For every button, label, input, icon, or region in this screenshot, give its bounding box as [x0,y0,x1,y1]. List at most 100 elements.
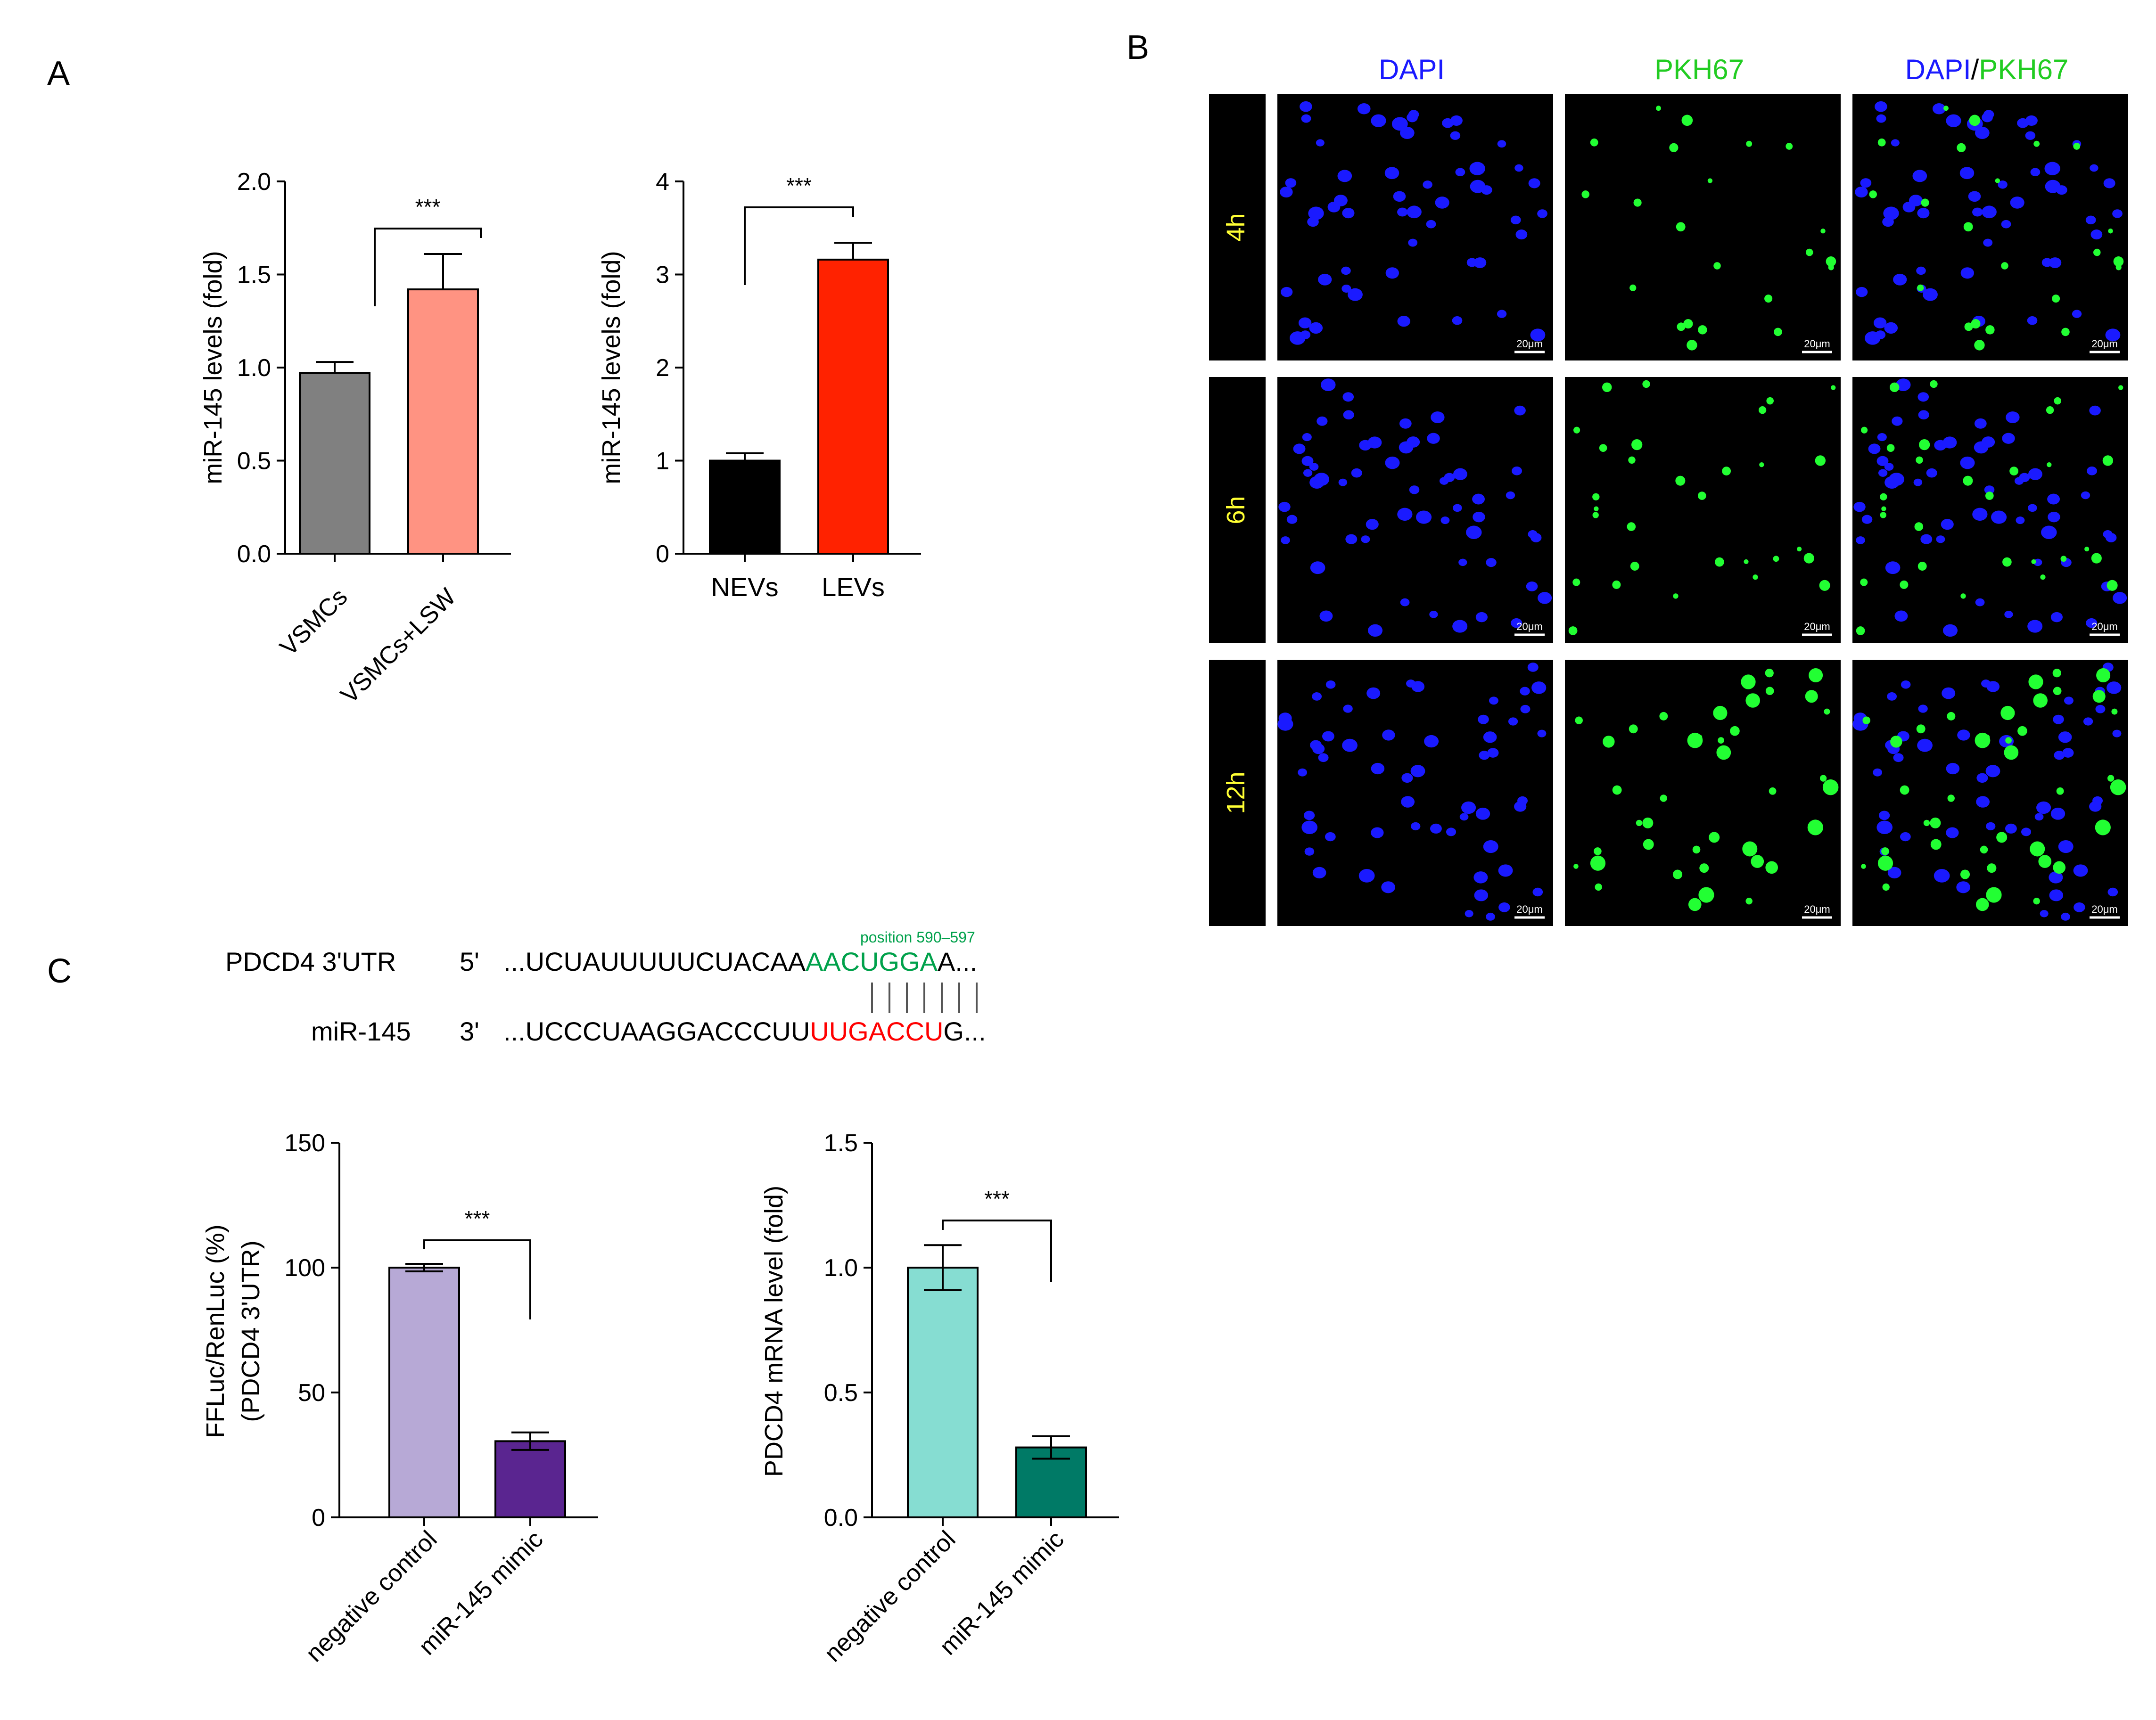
nucleus [1875,330,1886,339]
vesicle [1629,284,1637,292]
nucleus [1508,717,1518,726]
nucleus [2090,164,2098,172]
column-header-dapi: DAPI [1379,54,1445,85]
mir145-end: 3' [460,1016,479,1046]
vesicle [1672,869,1683,879]
vesicle [1745,693,1760,708]
nucleus [1348,288,1363,301]
nucleus [1301,456,1314,466]
nucleus [1475,612,1488,622]
y-tick-label: 0 [656,541,669,568]
vesicle [1805,690,1818,703]
nucleus [2027,316,2038,325]
panel-label-b: B [1127,29,1149,66]
scale-bar-label: 20μm [1804,621,1830,632]
mir145-suffix: G... [943,1016,986,1046]
nucleus [1281,287,1293,297]
nucleus [1442,118,1454,128]
vesicle [1862,716,1870,724]
scale-bar-label: 20μm [1516,621,1542,632]
nucleus [1514,801,1527,812]
y-tick-label: 0 [312,1504,325,1532]
vesicle [1960,593,1966,599]
nucleus [1478,714,1489,724]
nucleus [1450,131,1461,140]
nucleus [1986,822,1996,831]
row-label-box [1209,94,1266,360]
vesicle [2002,557,2012,567]
vesicle [1627,522,1636,531]
micro-tile: 20μm [1277,94,1553,360]
nucleus [1868,443,1881,454]
nucleus [2107,887,2118,897]
nucleus [1532,887,1543,897]
vesicle [1774,328,1782,336]
nucleus [1371,762,1385,775]
vesicle [1575,716,1583,724]
vesicle [1573,864,1579,869]
vesicle [1877,855,1893,871]
nucleus [1277,717,1293,731]
nucleus [2001,220,2011,229]
nucleus [1941,519,1954,530]
nucleus [1946,114,1961,127]
nucleus [1407,113,1418,123]
vesicle [1687,340,1697,351]
nucleus [1393,191,1406,202]
nucleus [1968,191,1981,202]
mir145-sequence: ...UCCCUAAGGACCCUUUUGACCUG... [503,1016,986,1046]
vesicle [2040,574,2046,580]
nucleus [1399,418,1412,429]
vesicle [1923,819,1930,827]
nucleus [1466,525,1482,539]
nucleus [1469,162,1485,175]
vesicle [2113,256,2124,267]
nucleus [1341,284,1351,293]
nucleus [1974,441,1989,454]
nucleus [1312,692,1322,701]
nucleus [1885,561,1901,574]
vesicle [1916,724,1926,734]
vesicle [1718,737,1724,744]
nucleus [1446,827,1457,836]
nucleus [1343,704,1353,713]
row-label-12h: 12h [1222,771,1250,814]
vesicle [1828,264,1834,270]
micro-image [1565,660,1841,926]
vesicle [1809,668,1823,683]
nucleus [1399,441,1414,454]
vesicle [1947,712,1956,721]
micro-image [1852,94,2128,360]
nucleus [2017,118,2029,128]
vesicle [1669,143,1679,152]
nucleus [1515,229,1528,240]
vesicle [1831,385,1836,390]
vesicle [2033,693,2048,708]
vesicle [1916,456,1923,464]
nucleus [1486,558,1497,567]
vesicle [2017,726,2027,736]
nucleus [2027,620,2043,633]
nucleus [1366,687,1381,699]
nucleus [2061,912,2070,921]
nucleus [1893,753,1904,762]
vesicle [1636,819,1643,827]
nucleus [1934,869,1950,883]
scale-bar-label: 20μm [1804,338,1830,350]
nucleus [1475,807,1490,820]
nucleus [1318,753,1329,762]
nucleus [1312,867,1326,879]
x-tick-label: LEVs [822,572,885,602]
significance-bracket [423,1239,531,1319]
nucleus [1974,418,1987,429]
vesicle [2005,737,2012,744]
nucleus [2050,612,2063,622]
nucleus [2036,801,2051,814]
nucleus [1946,827,1959,838]
row-label-box [1209,377,1266,643]
nucleus [1430,823,1442,834]
micro-image [1277,377,1553,643]
nucleus [1342,392,1354,402]
nucleus [1520,687,1530,696]
vesicle [2095,819,2111,835]
